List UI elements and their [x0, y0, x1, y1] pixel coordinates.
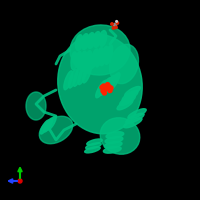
Circle shape — [106, 83, 110, 87]
Ellipse shape — [90, 49, 98, 68]
Ellipse shape — [104, 75, 116, 93]
Ellipse shape — [44, 118, 53, 132]
Ellipse shape — [76, 51, 82, 69]
Ellipse shape — [126, 113, 144, 123]
Ellipse shape — [103, 147, 121, 153]
Ellipse shape — [95, 48, 103, 67]
Ellipse shape — [78, 66, 87, 85]
Ellipse shape — [128, 109, 146, 119]
Ellipse shape — [71, 52, 77, 70]
Ellipse shape — [73, 67, 82, 86]
Ellipse shape — [100, 78, 111, 95]
Circle shape — [100, 85, 104, 89]
Ellipse shape — [100, 46, 108, 66]
Circle shape — [102, 91, 106, 95]
Circle shape — [102, 84, 106, 88]
Ellipse shape — [109, 73, 120, 90]
Circle shape — [101, 89, 105, 93]
Ellipse shape — [93, 32, 101, 47]
Ellipse shape — [81, 51, 87, 69]
Ellipse shape — [105, 45, 113, 64]
Circle shape — [116, 21, 117, 22]
Ellipse shape — [58, 34, 142, 134]
Circle shape — [107, 85, 111, 89]
Ellipse shape — [86, 143, 101, 149]
Ellipse shape — [39, 116, 73, 144]
Ellipse shape — [104, 142, 122, 148]
Ellipse shape — [87, 33, 95, 48]
Ellipse shape — [86, 51, 92, 69]
Circle shape — [104, 87, 108, 91]
Circle shape — [109, 86, 113, 90]
Circle shape — [112, 27, 115, 29]
Ellipse shape — [40, 120, 49, 134]
Circle shape — [116, 22, 119, 24]
Ellipse shape — [106, 132, 124, 138]
Ellipse shape — [100, 118, 140, 154]
Ellipse shape — [70, 25, 130, 75]
Ellipse shape — [96, 80, 107, 98]
Ellipse shape — [75, 35, 83, 51]
Ellipse shape — [99, 31, 107, 46]
Ellipse shape — [64, 71, 73, 90]
Ellipse shape — [110, 44, 138, 84]
Ellipse shape — [85, 147, 100, 153]
Ellipse shape — [105, 137, 123, 143]
Ellipse shape — [124, 118, 142, 128]
Ellipse shape — [47, 116, 56, 130]
Circle shape — [111, 23, 113, 25]
Ellipse shape — [125, 86, 140, 97]
Ellipse shape — [117, 99, 133, 110]
Circle shape — [115, 26, 117, 29]
Circle shape — [18, 179, 22, 183]
Ellipse shape — [26, 92, 46, 120]
Ellipse shape — [81, 34, 89, 49]
Ellipse shape — [87, 139, 102, 145]
Circle shape — [113, 23, 117, 27]
Ellipse shape — [69, 69, 77, 88]
Ellipse shape — [83, 64, 91, 83]
Ellipse shape — [120, 95, 135, 106]
Ellipse shape — [122, 91, 138, 101]
Circle shape — [108, 89, 112, 93]
